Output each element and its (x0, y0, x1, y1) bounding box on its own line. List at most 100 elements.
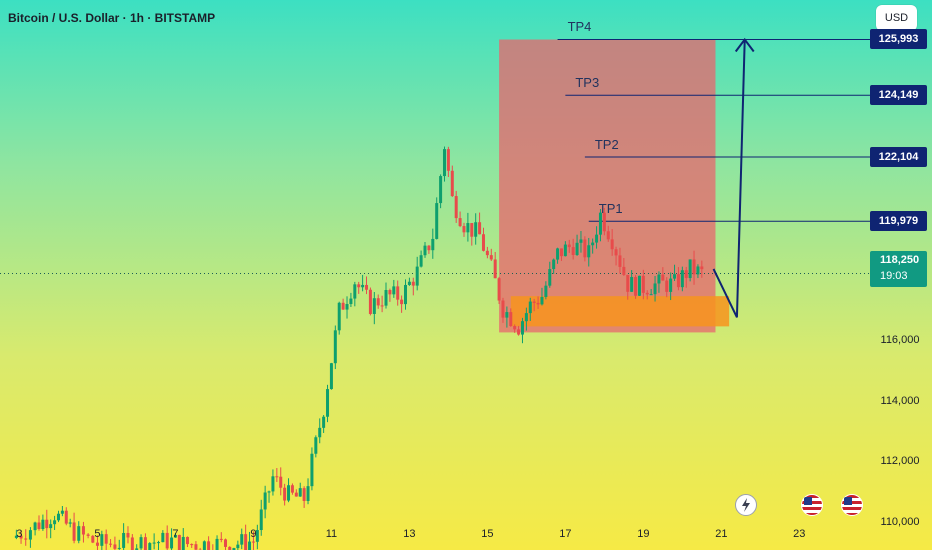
candle-body (380, 305, 384, 307)
candle-body (622, 266, 626, 275)
candle-body (501, 300, 505, 318)
candle-body (53, 520, 57, 525)
price-tick-label: 112,000 (880, 455, 920, 468)
candle-body (56, 513, 60, 521)
candle-body (411, 281, 415, 286)
candle-body (267, 491, 271, 493)
target-price-tag-tp3: 124,149 (870, 85, 927, 106)
candle-body (563, 244, 567, 257)
candle-body (614, 249, 618, 256)
candle-body (462, 226, 466, 233)
us-flag-event-icon[interactable] (801, 494, 823, 516)
candle-body (435, 203, 439, 239)
candle-body (271, 476, 275, 492)
candle-body (524, 313, 528, 322)
candle-body (143, 537, 147, 550)
candle-body (688, 259, 692, 279)
time-tick-label: 23 (793, 528, 806, 540)
us-flag-event-icon[interactable] (841, 494, 863, 516)
time-tick-label: 15 (481, 528, 494, 540)
candle-body (326, 389, 330, 417)
candle-body (100, 534, 104, 546)
candle-body (610, 239, 614, 250)
candle-body (571, 247, 575, 256)
chart-title: Bitcoin / U.S. Dollar · 1h · BITSTAMP (8, 11, 216, 25)
candle-body (497, 278, 501, 301)
candle-body (117, 547, 121, 549)
candle-body (202, 541, 206, 550)
candle-body (341, 302, 345, 310)
candle-body (392, 286, 396, 295)
candle-body (517, 329, 521, 335)
candle-body (676, 274, 680, 288)
candle-body (665, 280, 669, 292)
time-tick-label: 17 (559, 528, 572, 540)
time-tick-label: 7 (172, 528, 179, 540)
candle-body (148, 543, 152, 550)
projection-arrowhead (734, 37, 755, 53)
candle-body (86, 534, 90, 536)
candle-body (649, 294, 653, 296)
candle-body (24, 538, 28, 540)
candle-body (219, 538, 223, 540)
candle-body (587, 245, 591, 258)
candle-body (353, 284, 357, 299)
candle-body (575, 242, 579, 256)
candle-body (306, 486, 310, 501)
candle-body (122, 532, 126, 548)
candle-body (567, 244, 571, 248)
candle-body (641, 275, 645, 293)
price-tick-label: 114,000 (880, 394, 920, 407)
candle-body (532, 301, 536, 303)
candle-body (618, 255, 622, 267)
candle-body (298, 488, 302, 497)
candle-body (536, 302, 540, 305)
candle-body (400, 299, 404, 305)
candle-body (559, 248, 563, 257)
candle-body (388, 290, 392, 295)
candle-body (680, 270, 684, 288)
candle-body (255, 530, 259, 542)
candle-body (283, 487, 287, 501)
target-price-tag-tp2: 122,104 (870, 147, 927, 168)
currency-button[interactable]: USD (876, 5, 917, 31)
support-zone (510, 296, 730, 327)
candle-body (407, 281, 411, 285)
time-tick-label: 19 (637, 528, 650, 540)
candle-body (290, 485, 294, 493)
candle-body (318, 427, 322, 438)
candle-body (228, 546, 232, 550)
candle-body (77, 526, 81, 541)
time-tick-label: 13 (403, 528, 416, 540)
candle-body (294, 492, 298, 497)
candle-body (177, 534, 181, 550)
lightning-event-icon[interactable] (735, 494, 757, 516)
candle-body (630, 277, 634, 292)
candle-body (49, 524, 53, 529)
candle-body (161, 532, 165, 543)
candle-body (540, 296, 544, 305)
candle-body (368, 289, 372, 314)
candle-body (173, 534, 177, 538)
candle-body (215, 538, 219, 550)
candle-body (595, 234, 599, 243)
candle-body (552, 259, 556, 270)
candle-body (104, 534, 108, 544)
candle-body (493, 259, 497, 279)
candle-body (181, 536, 185, 550)
target-price-tag-tp4: 125,993 (870, 29, 927, 50)
candle-body (190, 544, 194, 546)
candle-body (287, 485, 291, 501)
time-tick-label: 11 (325, 528, 338, 540)
candle-body (19, 535, 23, 539)
candle-body (345, 304, 349, 310)
time-tick-label: 5 (94, 528, 101, 540)
candle-body (91, 535, 95, 543)
candle-body (591, 242, 595, 246)
candle-body (454, 196, 458, 219)
price-tick-label: 110,000 (880, 515, 920, 528)
candle-body (692, 259, 696, 275)
candle-body (700, 266, 704, 270)
